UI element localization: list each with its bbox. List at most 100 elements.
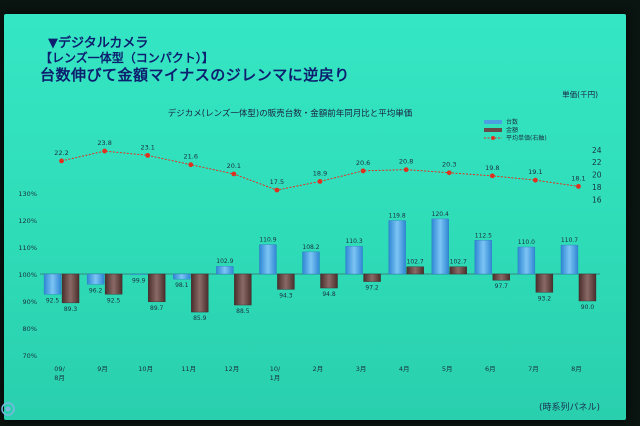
logo-icon	[1, 402, 15, 416]
units-data-label: 119.8	[389, 213, 406, 220]
price-data-label: 22.2	[54, 149, 68, 157]
value-bar	[104, 273, 123, 295]
value-bar	[492, 273, 511, 281]
x-axis-tick-label: 11月	[181, 365, 196, 373]
left-axis-tick-label: 120%	[18, 217, 37, 225]
value-data-label: 88.5	[236, 308, 250, 315]
slide-headline: 台数伸びて金額マイナスのジレンマに逆戻り	[40, 66, 350, 84]
left-axis-tick-label: 100%	[18, 271, 37, 279]
price-data-label: 18.1	[571, 174, 585, 182]
left-axis-tick-label: 130%	[18, 190, 37, 198]
bars	[43, 218, 597, 313]
price-point	[532, 177, 538, 183]
left-axis-tick-label: 70%	[23, 352, 37, 360]
value-bar	[406, 266, 424, 275]
value-data-label: 97.7	[495, 283, 509, 290]
value-data-label: 85.9	[193, 315, 207, 322]
value-bar	[61, 273, 80, 304]
x-axis-tick-label: 6月	[485, 365, 496, 373]
slide-background	[4, 14, 626, 420]
units-data-label: 92.5	[46, 297, 60, 304]
price-point	[188, 162, 194, 168]
x-axis-tick-label: 09/	[54, 365, 65, 373]
x-axis-tick-label: 4月	[399, 365, 410, 373]
value-bar	[277, 273, 295, 290]
value-data-label: 90.0	[581, 304, 595, 311]
units-bar	[560, 244, 579, 275]
units-bar	[474, 240, 493, 275]
x-axis-tick-label: 5月	[442, 365, 453, 373]
units-bar	[129, 273, 148, 275]
price-point	[360, 168, 366, 174]
units-data-label: 99.9	[132, 277, 146, 284]
x-axis-tick-label: 1月	[270, 374, 281, 382]
units-data-label: 110.7	[561, 237, 578, 244]
x-axis-tick-label: 8月	[54, 374, 65, 382]
value-data-label: 92.5	[107, 297, 121, 304]
x-axis-tick-label: 2月	[313, 365, 324, 373]
slide-subheading: 【レンズ一体型（コンパクト）】	[40, 51, 214, 65]
value-bar	[363, 273, 381, 282]
value-bar	[147, 273, 166, 303]
x-axis-tick-label: 3月	[356, 365, 367, 373]
chart-title: デジカメ(レンズ一体型)の販売台数・金額前年同月比と平均単価	[168, 108, 413, 119]
right-axis-tick-label: 20	[592, 171, 602, 180]
units-bar	[173, 273, 191, 280]
value-data-label: 102.7	[407, 259, 424, 266]
right-axis-unit-label: 単価(千円)	[562, 89, 598, 99]
units-data-label: 108.2	[302, 244, 319, 251]
right-axis-tick-label: 24	[592, 146, 602, 155]
units-bar	[345, 245, 363, 275]
units-bar	[431, 218, 449, 275]
price-point	[274, 187, 280, 193]
price-point	[102, 148, 108, 154]
value-bar	[234, 273, 252, 306]
price-data-label: 18.9	[313, 169, 327, 177]
price-data-label: 20.8	[399, 158, 413, 166]
data-labels: 92.5 96.2 99.9 98.1 102.9 110.9 108.2 110.3 119.…	[46, 139, 594, 322]
price-data-label: 20.3	[442, 161, 456, 169]
price-point	[446, 170, 452, 176]
value-bar	[191, 273, 209, 313]
value-bar	[320, 273, 338, 289]
x-axis-tick-label: 12月	[224, 365, 239, 373]
left-axis-tick-label: 110%	[18, 244, 37, 252]
value-data-label: 93.2	[538, 295, 552, 302]
units-data-label: 96.2	[89, 287, 103, 294]
units-bar	[259, 244, 277, 275]
legend-label: 台数	[506, 118, 518, 126]
price-point	[59, 158, 64, 164]
price-data-label: 19.8	[485, 164, 499, 172]
x-axis-tick-label: 10月	[138, 365, 153, 373]
value-data-label: 89.3	[64, 306, 78, 313]
units-bar	[388, 220, 406, 275]
units-data-label: 110.9	[259, 237, 276, 244]
price-point	[231, 171, 237, 177]
units-data-label: 98.1	[175, 282, 189, 289]
value-bar	[535, 273, 554, 293]
price-point	[403, 167, 409, 173]
units-data-label: 120.4	[432, 211, 449, 218]
left-axis-tick-label: 80%	[23, 325, 37, 333]
units-bar	[517, 246, 536, 275]
left-axis-tick-label: 90%	[23, 298, 37, 306]
price-point	[317, 179, 323, 184]
price-data-label: 23.8	[97, 139, 111, 147]
value-data-label: 97.2	[365, 285, 379, 292]
footnote: (時系列パネル)	[538, 403, 600, 413]
value-bar	[578, 273, 597, 302]
price-data-label: 20.6	[356, 159, 370, 167]
price-data-label: 21.6	[184, 153, 198, 161]
units-data-label: 102.9	[216, 258, 233, 265]
price-data-label: 20.1	[227, 162, 241, 170]
value-bar	[449, 266, 467, 275]
units-bar	[216, 265, 234, 275]
legend-label: 平均単価(右軸)	[506, 134, 547, 142]
legend-swatch	[484, 128, 502, 132]
price-data-label: 17.5	[270, 178, 284, 186]
units-bar	[86, 273, 105, 285]
units-bar	[43, 273, 62, 295]
price-point	[145, 152, 151, 158]
